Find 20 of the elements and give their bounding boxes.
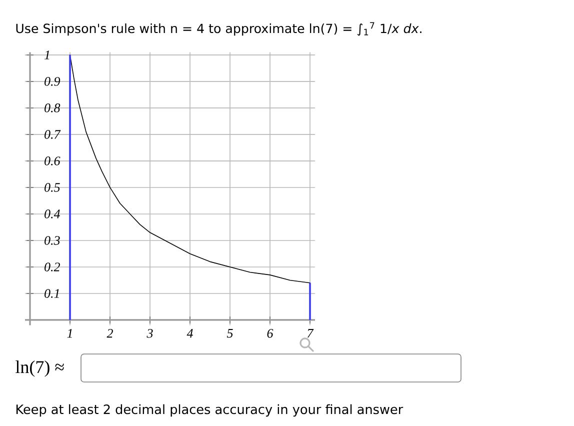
y-tick-label: 0.6 xyxy=(44,156,60,166)
text: ln(7) ≈ xyxy=(16,360,64,377)
text: Keep at least 2 decimal places accuracy in your final answer xyxy=(16,404,404,417)
x-tick-label: 2 xyxy=(106,329,113,338)
y-tick-label: 0.5 xyxy=(44,183,60,192)
y-tick-label: 0.4 xyxy=(44,210,60,218)
y-tick-label: 0.7 xyxy=(44,130,61,139)
x-tick-label: 4 xyxy=(186,329,193,338)
y-tick-label: 0.8 xyxy=(44,104,60,112)
x-tick-label: 7 xyxy=(308,329,314,338)
y-tick-label: 0.1 xyxy=(44,289,59,298)
y-tick-label: 1 xyxy=(44,50,50,60)
y-tick-label: 0.2 xyxy=(44,262,60,272)
x-tick-label: 3 xyxy=(146,329,153,338)
chart-title: Use Simpson's rule with n = 4 to approximate ln(7) = ∫$_{1}$$^{7}$ 1/x dx. xyxy=(16,22,422,36)
x-tick-label: 1 xyxy=(67,329,72,338)
y-tick-label: 0.3 xyxy=(44,236,60,245)
y-tick-label: 0.9 xyxy=(44,77,60,86)
x-tick-label: 6 xyxy=(267,329,274,338)
x-tick-label: 5 xyxy=(226,329,233,338)
